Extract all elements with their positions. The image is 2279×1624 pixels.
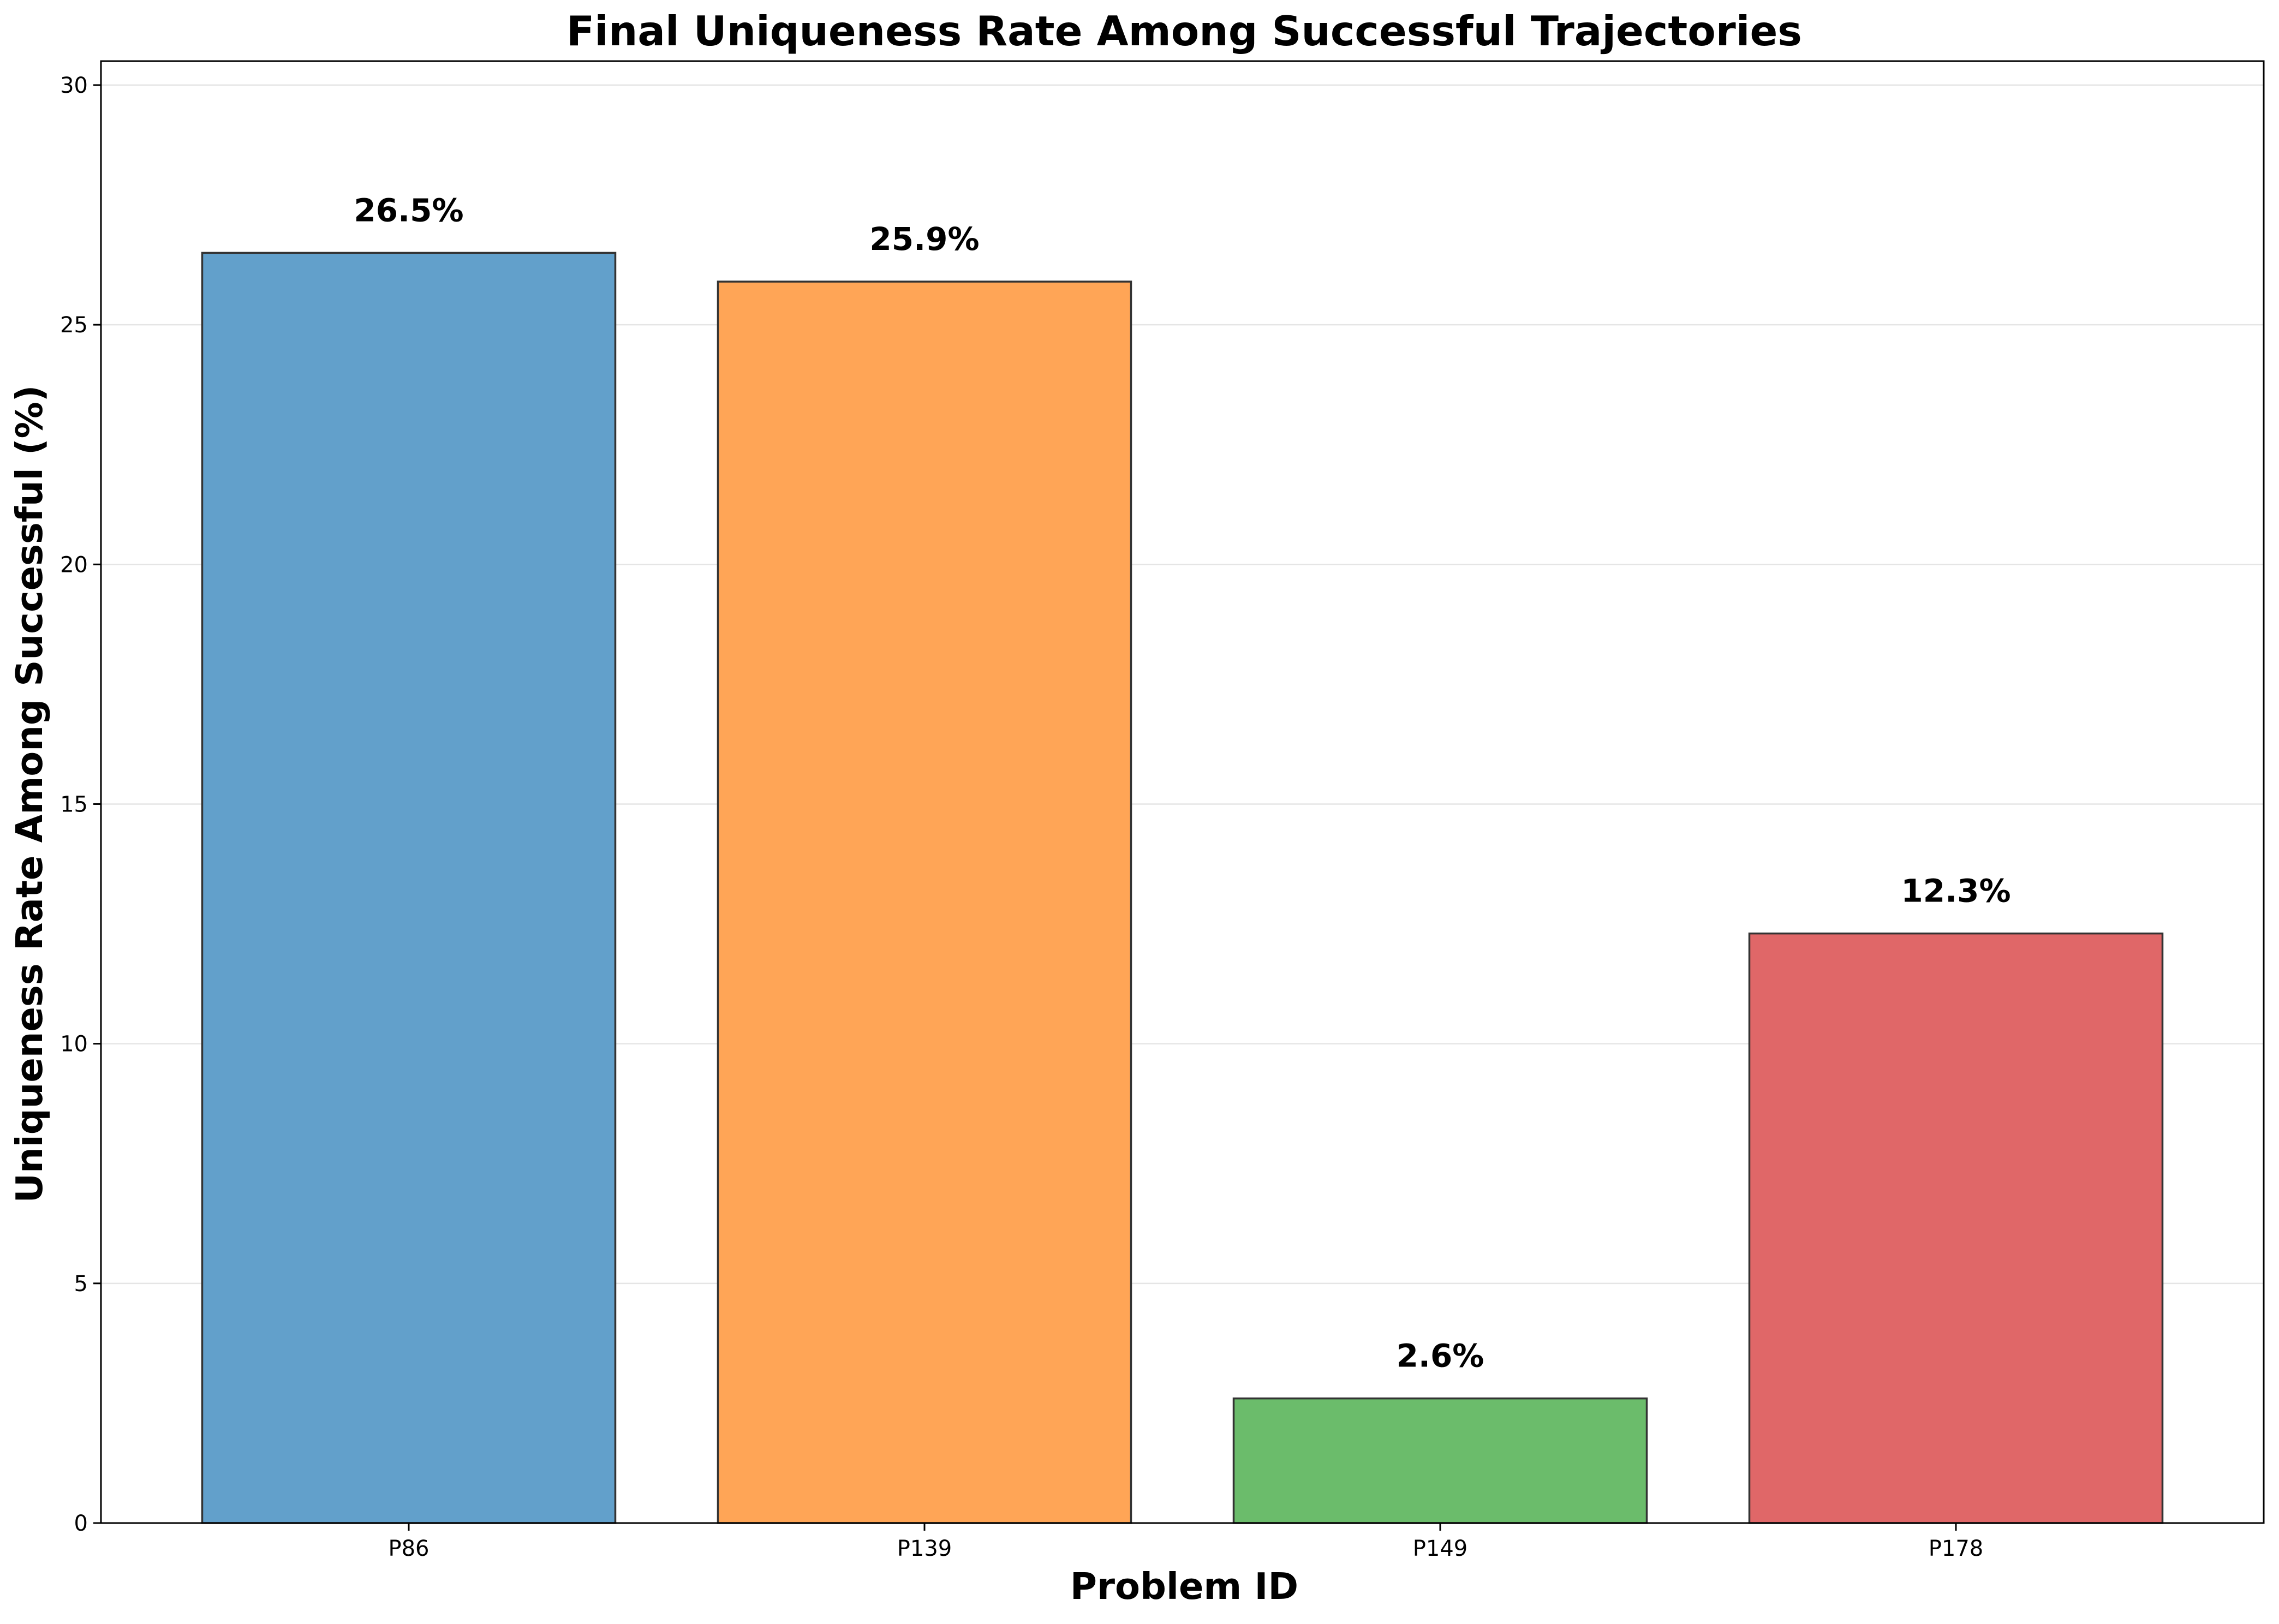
x-tick-label-p178: P178 [1929, 1536, 1983, 1561]
bar-p86 [201, 252, 617, 1524]
y-tick-label: 30 [60, 73, 88, 98]
y-tick-label: 0 [74, 1511, 88, 1536]
value-label-p139: 25.9% [869, 220, 979, 258]
y-axis-ticks: 0 5 10 15 20 25 30 [60, 73, 101, 1536]
x-tick-label-p149: P149 [1413, 1536, 1467, 1561]
y-tick-label: 20 [60, 552, 88, 577]
y-tick-label: 10 [60, 1032, 88, 1057]
y-axis-label: Uniqueness Rate Among Successful (%) [8, 385, 51, 1203]
bar-p149 [1232, 1397, 1648, 1524]
y-tick-label: 25 [60, 313, 88, 338]
x-tick-label-p86: P86 [388, 1536, 429, 1561]
x-axis-ticks: P86 P139 P149 P178 [388, 1523, 1983, 1561]
value-label-p178: 12.3% [1901, 873, 2010, 910]
y-tick-label: 15 [60, 792, 88, 817]
bar-p178 [1748, 932, 2164, 1524]
bars [201, 252, 2164, 1524]
plot-frame [100, 60, 2265, 1524]
bar-value-labels: 26.5% 25.9% 2.6% 12.3% [354, 192, 2010, 1374]
bar-p139 [717, 280, 1132, 1524]
x-tick-label-p139: P139 [897, 1536, 952, 1561]
chart-title: Final Uniqueness Rate Among Successful T… [566, 7, 1802, 55]
value-label-p149: 2.6% [1397, 1338, 1484, 1375]
x-axis-label: Problem ID [1070, 1565, 1298, 1608]
y-tick-label: 5 [74, 1271, 88, 1297]
value-label-p86: 26.5% [354, 192, 463, 229]
